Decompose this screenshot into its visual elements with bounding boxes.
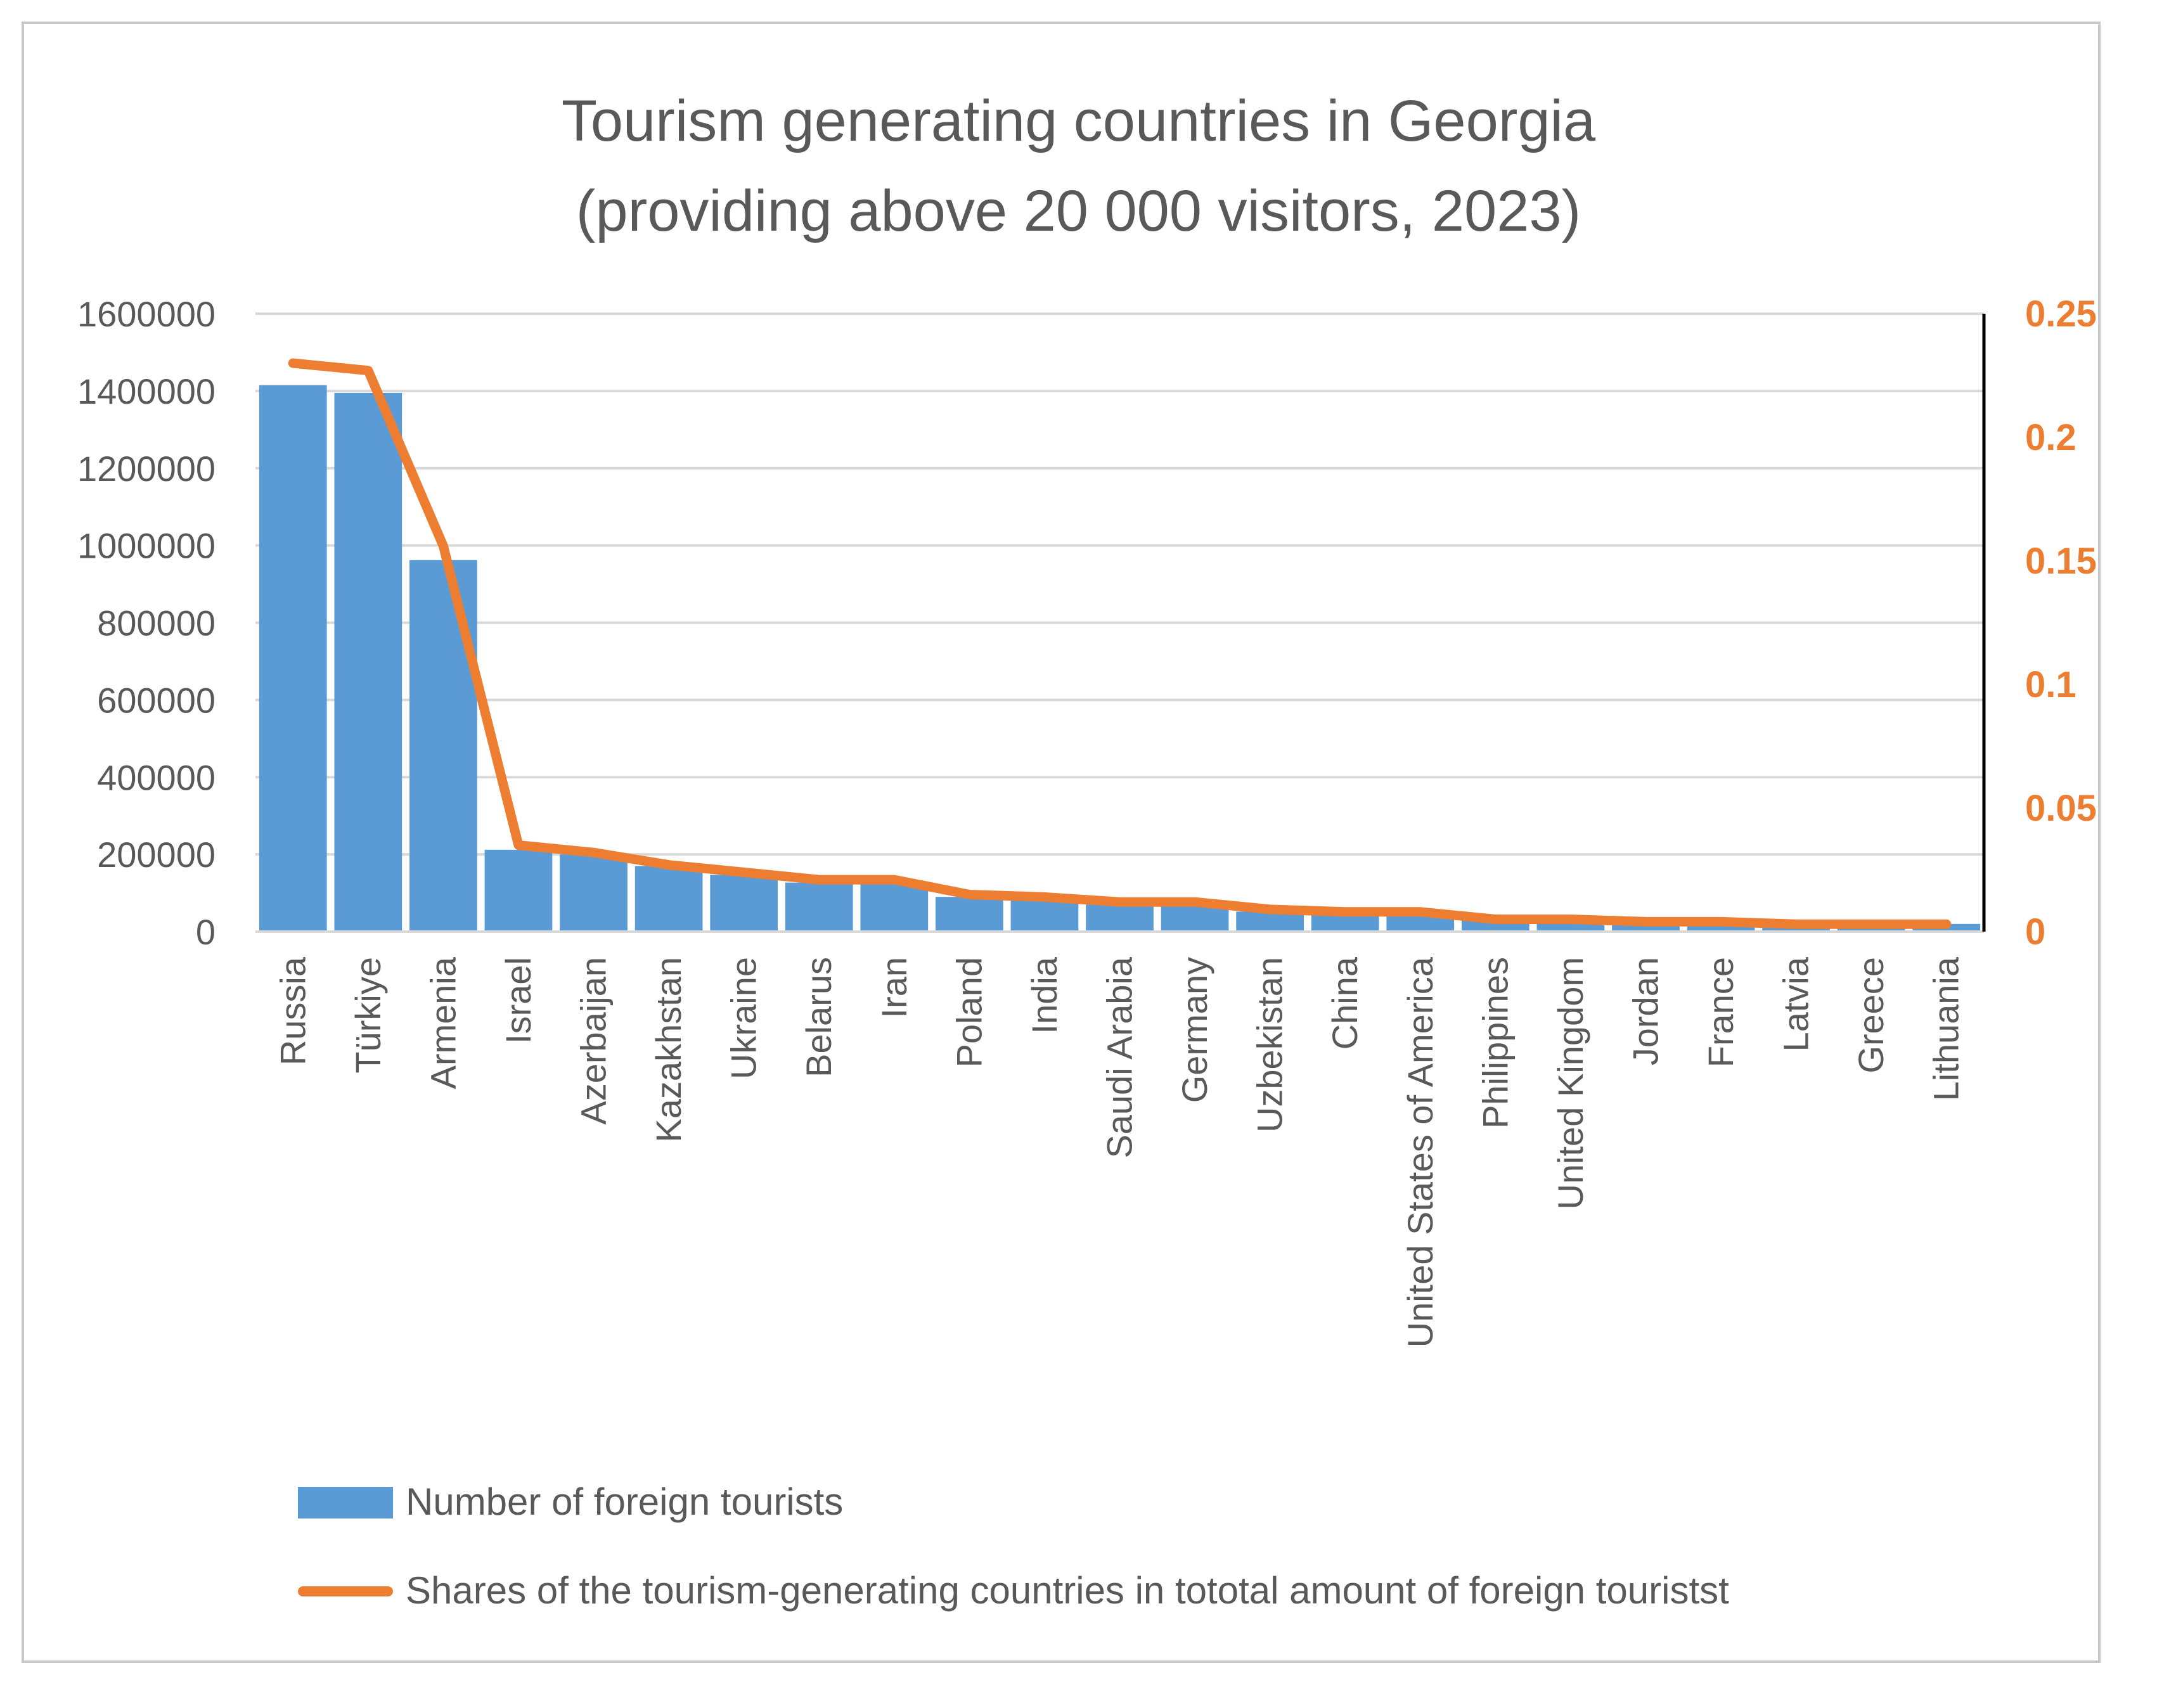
legend-label-line: Shares of the tourism-generating countri… [406, 1569, 1729, 1612]
bar-series [259, 385, 1981, 932]
left-tick-label: 400000 [97, 757, 216, 797]
bar-t-rkiye [334, 392, 402, 932]
bar-belarus [785, 882, 853, 932]
category-label: France [1701, 957, 1741, 1067]
left-tick-label: 1600000 [77, 294, 216, 334]
right-tick-label: 0 [2025, 911, 2045, 953]
left-tick-label: 200000 [97, 835, 216, 875]
bar-india [1010, 900, 1079, 932]
left-tick-label: 1400000 [77, 371, 216, 411]
bar-russia [259, 385, 327, 932]
chart-title-line-1: Tourism generating countries in Georgia [561, 89, 1596, 153]
right-tick-label: 0.1 [2025, 664, 2077, 705]
share-point [1946, 923, 1947, 925]
share-point [1570, 919, 1571, 920]
bar-germany [1161, 905, 1229, 932]
bar-azerbaijan [560, 854, 628, 932]
left-tick-label: 600000 [97, 680, 216, 720]
category-labels: Russia Türkiye Armenia Israel Azerbaijan Kaza… [273, 956, 1966, 1347]
left-tick-label: 0 [196, 912, 216, 952]
left-axis-ticks: 0 200000 400000 600000 800000 1000000 1200000 1… [77, 294, 216, 952]
category-label: Jordan [1625, 957, 1665, 1065]
category-label: Kazakhstan [648, 957, 688, 1143]
chart-title-line-2: (providing above 20 000 visitors, 2023) [576, 179, 1581, 243]
share-point [1870, 923, 1872, 925]
category-label: India [1024, 956, 1064, 1034]
bar-armenia [409, 560, 477, 932]
category-label: Belarus [799, 957, 839, 1077]
share-point [969, 894, 970, 895]
category-label: Latvia [1776, 956, 1816, 1051]
right-tick-label: 0.2 [2025, 417, 2077, 458]
bar-kazakhstan [634, 866, 703, 932]
bar-saudi-arabia [1086, 904, 1154, 932]
category-label: United Kingdom [1550, 957, 1590, 1209]
left-tick-label: 1200000 [77, 449, 216, 489]
category-label: Poland [949, 957, 989, 1067]
category-label: Türkiye [348, 957, 388, 1074]
category-label: Philippines [1475, 957, 1515, 1129]
line-series [288, 358, 1952, 929]
share-point [593, 852, 595, 853]
category-label: Ukraine [724, 957, 764, 1079]
right-tick-label: 0.05 [2025, 788, 2097, 829]
axes [255, 314, 1986, 933]
left-tick-label: 800000 [97, 603, 216, 643]
category-label: Greece [1851, 957, 1891, 1074]
category-label: Uzbekistan [1250, 957, 1290, 1133]
share-point [1344, 911, 1346, 913]
legend-swatch-bars [298, 1487, 393, 1519]
category-label: Armenia [423, 956, 463, 1089]
right-axis-ticks: 0 0.05 0.1 0.15 0.2 0.25 [2025, 293, 2097, 953]
share-point [1645, 921, 1646, 922]
share-line [288, 358, 1952, 929]
category-label: China [1325, 956, 1365, 1050]
category-label: Azerbaijan [574, 957, 614, 1125]
bar-israel [484, 849, 553, 932]
legend-swatch-line [298, 1586, 393, 1596]
bar-iran [860, 882, 929, 932]
bar-poland [936, 897, 1003, 932]
legend-label-bars: Number of foreign tourists [406, 1480, 844, 1523]
category-label: Russia [273, 956, 312, 1065]
bar-ukraine [710, 875, 778, 932]
category-label: Iran [874, 957, 914, 1018]
share-point [1720, 921, 1722, 922]
left-tick-label: 1000000 [77, 526, 216, 566]
right-tick-label: 0.15 [2025, 541, 2097, 582]
category-label: United States of America [1400, 956, 1440, 1347]
category-label: Israel [498, 957, 538, 1044]
right-tick-label: 0.25 [2025, 293, 2097, 335]
category-label: Lithuania [1926, 956, 1966, 1101]
category-label: Saudi Arabia [1100, 956, 1140, 1158]
bar-uzbekistan [1236, 911, 1304, 932]
share-point [1495, 919, 1496, 920]
chart-title: Tourism generating countries in Georgia … [0, 76, 2157, 256]
category-label: Germany [1175, 957, 1214, 1103]
